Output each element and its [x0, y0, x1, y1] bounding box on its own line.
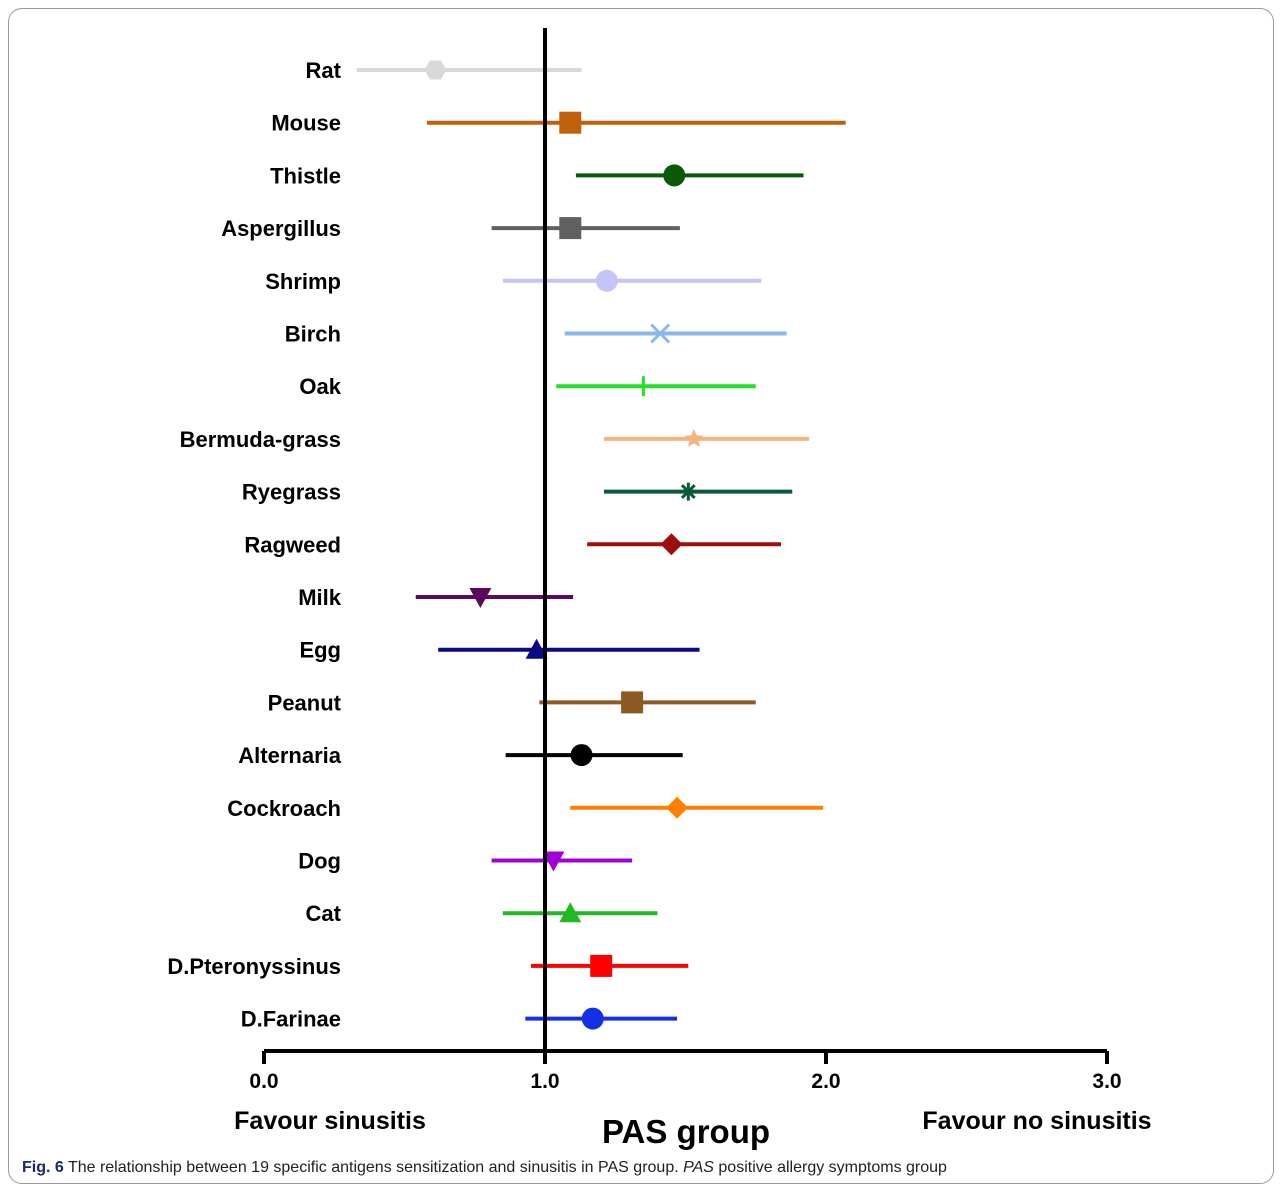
point-marker — [679, 482, 698, 501]
point-marker — [621, 691, 644, 714]
point-marker — [559, 111, 582, 134]
right-annotation: Favour no sinusitis — [922, 1107, 1151, 1135]
point-marker — [424, 60, 447, 80]
point-marker — [559, 217, 582, 240]
caption-abbr: PAS — [683, 1159, 714, 1176]
forest-row: Alternaria — [238, 743, 683, 768]
point-marker — [559, 902, 582, 923]
forest-row: Oak — [299, 374, 756, 399]
point-marker — [542, 851, 565, 872]
point-marker — [570, 744, 593, 767]
forest-row: Egg — [299, 638, 700, 663]
row-label: Birch — [285, 322, 341, 347]
forest-row: Shrimp — [265, 269, 762, 294]
figure-caption: Fig. 6 The relationship between 19 speci… — [22, 1158, 1262, 1178]
forest-row: Cat — [306, 901, 658, 926]
forest-row: Birch — [285, 322, 787, 347]
x-axis-ticks: 0.0 1.0 2.0 3.0 — [249, 1051, 1122, 1093]
x-axis-title: PAS group — [602, 1113, 770, 1150]
point-marker — [595, 269, 618, 292]
row-label: Egg — [299, 638, 341, 663]
row-label: Cockroach — [227, 796, 341, 821]
forest-row: Thistle — [270, 163, 804, 188]
row-label: Thistle — [270, 163, 341, 188]
row-label: Dog — [298, 849, 341, 874]
forest-row: Rat — [306, 58, 582, 83]
forest-row: Milk — [298, 585, 574, 610]
row-label: Bermuda-grass — [180, 427, 341, 452]
point-marker — [663, 164, 686, 187]
row-label: Alternaria — [238, 743, 341, 768]
figure-frame — [8, 8, 1274, 1184]
point-marker — [650, 323, 671, 344]
row-label: D.Pteronyssinus — [167, 954, 341, 979]
x-tick-label: 1.0 — [530, 1070, 559, 1093]
row-label: Aspergillus — [221, 216, 341, 241]
forest-rows: Rat Mouse Thistle Aspergillus Shrimp Birch Oak… — [167, 58, 846, 1032]
point-marker — [590, 954, 613, 977]
row-label: Oak — [299, 374, 341, 399]
forest-row: Cockroach — [227, 796, 824, 821]
caption-text-1: The relationship between 19 specific ant… — [67, 1159, 679, 1176]
row-label: Milk — [298, 585, 342, 610]
row-label: D.Farinae — [241, 1007, 341, 1032]
x-tick-label: 3.0 — [1092, 1070, 1121, 1093]
forest-row: Ragweed — [244, 532, 782, 557]
row-label: Ryegrass — [242, 480, 341, 505]
forest-row: Bermuda-grass — [180, 427, 810, 452]
point-marker — [666, 796, 689, 819]
point-marker — [684, 428, 704, 447]
row-label: Peanut — [268, 690, 342, 715]
row-label: Cat — [306, 901, 342, 926]
forest-row: Peanut — [268, 690, 756, 715]
row-label: Shrimp — [265, 269, 341, 294]
forest-row: Mouse — [271, 111, 846, 136]
point-marker — [525, 638, 548, 659]
row-label: Mouse — [271, 111, 341, 136]
forest-row: D.Farinae — [241, 1007, 678, 1032]
caption-text-2: positive allergy symptoms group — [718, 1159, 947, 1176]
row-label: Ragweed — [244, 532, 341, 557]
forest-row: Ryegrass — [242, 480, 793, 505]
point-marker — [581, 1007, 604, 1030]
row-label: Rat — [306, 58, 342, 83]
forest-row: Dog — [298, 849, 633, 874]
point-marker — [469, 588, 492, 608]
forest-row: Aspergillus — [221, 216, 680, 241]
left-annotation: Favour sinusitis — [234, 1107, 426, 1135]
caption-fig-label: Fig. 6 — [22, 1159, 64, 1176]
x-tick-label: 0.0 — [249, 1070, 278, 1093]
x-tick-label: 2.0 — [811, 1070, 840, 1093]
forest-plot: Rat Mouse Thistle Aspergillus Shrimp Birch Oak… — [167, 28, 1152, 1150]
forest-row: D.Pteronyssinus — [167, 954, 689, 979]
point-marker — [660, 533, 683, 556]
